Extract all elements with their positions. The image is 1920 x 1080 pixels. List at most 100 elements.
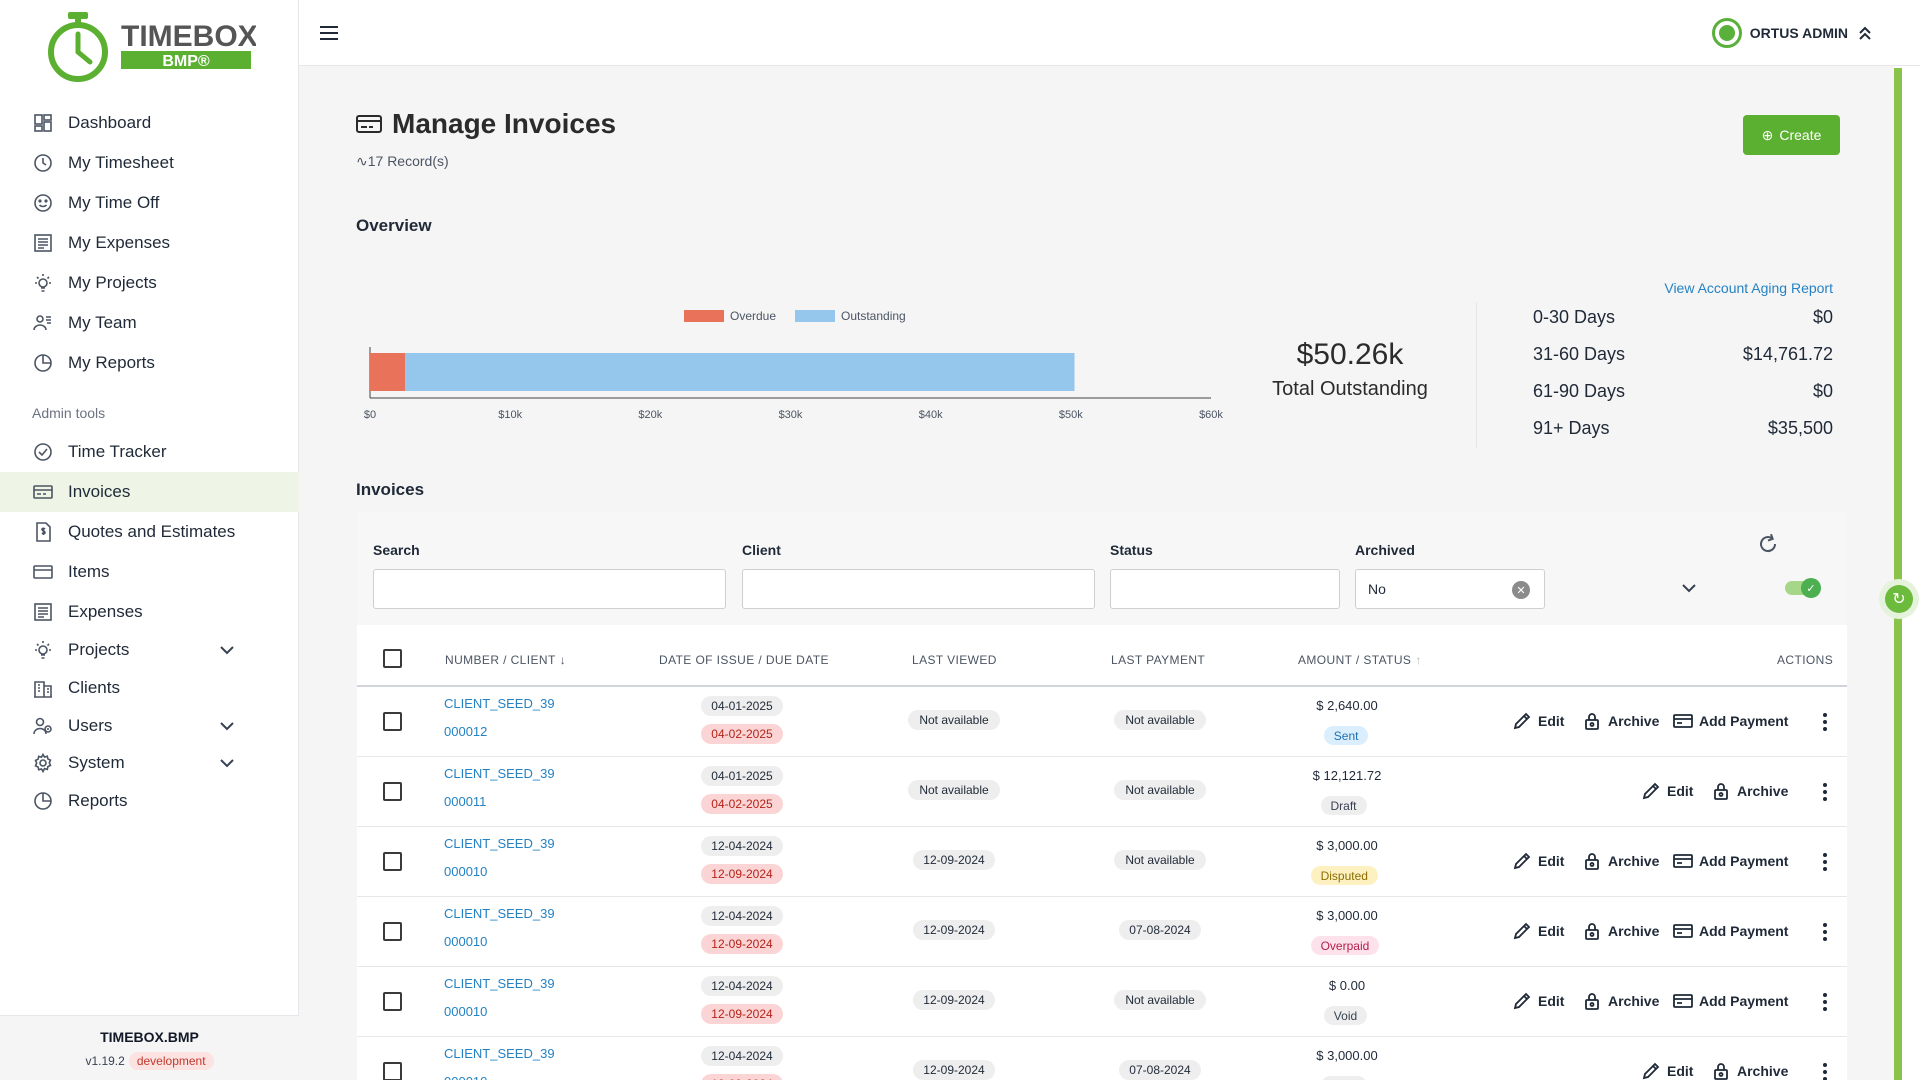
more-vert-icon[interactable] xyxy=(1815,711,1835,733)
overview-heading: Overview xyxy=(356,216,432,235)
select-all-checkbox[interactable] xyxy=(383,649,402,668)
sidebar-item-system[interactable]: System xyxy=(0,743,299,783)
sidebar-item-label: My Projects xyxy=(68,273,157,292)
more-vert-icon[interactable] xyxy=(1815,1061,1835,1080)
sidebar-item-users[interactable]: Users xyxy=(0,706,299,746)
sidebar-item-my-team[interactable]: My Team xyxy=(0,303,299,343)
card-icon xyxy=(32,481,54,503)
row-checkbox[interactable] xyxy=(383,922,402,941)
more-vert-icon[interactable] xyxy=(1815,991,1835,1013)
create-button[interactable]: ⊕ Create xyxy=(1743,115,1840,155)
table-row[interactable]: CLIENT_SEED_39 000010 12-04-2024 12-09-2024… xyxy=(357,827,1847,897)
filter-toggle[interactable]: ✓ xyxy=(1785,578,1821,598)
timebox-logo[interactable]: TIMEBOX BMP® xyxy=(44,10,256,84)
edit-button[interactable]: Edit xyxy=(1512,921,1564,941)
sidebar-item-clients[interactable]: Clients xyxy=(0,668,299,708)
amount: $ 0.00 xyxy=(1328,978,1366,993)
col-number-client[interactable]: NUMBER / CLIENT ↓ xyxy=(445,653,566,667)
invoice-number-link[interactable]: 000012 xyxy=(444,724,488,739)
client-link[interactable]: CLIENT_SEED_39 xyxy=(444,906,555,921)
refresh-fab[interactable]: ↻ xyxy=(1879,579,1919,619)
invoice-number-link[interactable]: 000010 xyxy=(444,1074,487,1080)
table-row[interactable]: CLIENT_SEED_39 000010 12-04-2024 12-09-2024… xyxy=(357,1037,1847,1080)
card-icon xyxy=(1673,854,1693,868)
invoice-number-link[interactable]: 000010 xyxy=(444,864,488,879)
more-vert-icon[interactable] xyxy=(1815,781,1835,803)
add-payment-button[interactable]: Add Payment xyxy=(1673,991,1788,1011)
client-select[interactable] xyxy=(742,569,1095,609)
table-row[interactable]: CLIENT_SEED_39 000010 12-04-2024 12-09-2024… xyxy=(357,967,1847,1037)
edit-button[interactable]: Edit xyxy=(1512,851,1564,871)
sidebar-item-my-timesheet[interactable]: My Timesheet xyxy=(0,143,299,183)
client-link[interactable]: CLIENT_SEED_39 xyxy=(444,1046,555,1061)
amount: $ 3,000.00 xyxy=(1316,838,1378,853)
archive-button[interactable]: Archive xyxy=(1711,781,1788,801)
edit-button[interactable]: Edit xyxy=(1641,1061,1693,1080)
menu-icon[interactable] xyxy=(318,23,340,43)
add-payment-button[interactable]: Add Payment xyxy=(1673,851,1788,871)
last-viewed: Not available xyxy=(908,710,1000,730)
aging-value: $0 xyxy=(1812,381,1833,401)
action-label: Add Payment xyxy=(1699,923,1789,939)
archive-button[interactable]: Archive xyxy=(1711,1061,1788,1080)
sidebar-item-projects[interactable]: Projects xyxy=(0,630,299,670)
more-vert-icon[interactable] xyxy=(1815,851,1835,873)
sidebar-item-expenses[interactable]: Expenses xyxy=(0,592,299,632)
col-amount-status[interactable]: AMOUNT / STATUS ↑ xyxy=(1298,653,1422,667)
table-row[interactable]: CLIENT_SEED_39 000010 12-04-2024 12-09-2024… xyxy=(357,897,1847,967)
aging-report-link[interactable]: View Account Aging Report xyxy=(1664,280,1833,296)
more-vert-icon[interactable] xyxy=(1815,921,1835,943)
archive-button[interactable]: Archive xyxy=(1582,711,1659,731)
chevron-down-icon[interactable] xyxy=(1679,578,1699,598)
table-row[interactable]: CLIENT_SEED_39 000012 04-01-2025 04-02-2025… xyxy=(357,687,1847,757)
edit-button[interactable]: Edit xyxy=(1641,781,1693,801)
sidebar-item-dashboard[interactable]: Dashboard xyxy=(0,103,299,143)
archive-button[interactable]: Archive xyxy=(1582,851,1659,871)
archive-button[interactable]: Archive xyxy=(1582,921,1659,941)
row-checkbox[interactable] xyxy=(383,992,402,1011)
row-checkbox[interactable] xyxy=(383,852,402,871)
sidebar-item-my-expenses[interactable]: My Expenses xyxy=(0,223,299,263)
x-tick-label: $50k xyxy=(1059,409,1083,421)
sidebar-item-label: Quotes and Estimates xyxy=(68,522,236,541)
action-label: Add Payment xyxy=(1699,713,1789,729)
sidebar-item-time-tracker[interactable]: Time Tracker xyxy=(0,432,299,472)
row-checkbox[interactable] xyxy=(383,712,402,731)
sidebar-item-my-projects[interactable]: My Projects xyxy=(0,263,299,303)
refresh-icon[interactable] xyxy=(1756,532,1780,556)
sidebar-item-reports[interactable]: Reports xyxy=(0,781,299,821)
invoice-number-link[interactable]: 000010 xyxy=(444,934,488,949)
record-count: ∿17 Record(s) xyxy=(356,153,449,170)
client-link[interactable]: CLIENT_SEED_39 xyxy=(444,976,555,991)
archive-button[interactable]: Archive xyxy=(1582,991,1659,1011)
table-row[interactable]: CLIENT_SEED_39 000011 04-01-2025 04-02-2025… xyxy=(357,757,1847,827)
client-link[interactable]: CLIENT_SEED_39 xyxy=(444,836,555,851)
row-checkbox[interactable] xyxy=(383,1062,402,1080)
sidebar-item-quotes[interactable]: Quotes and Estimates xyxy=(0,512,299,552)
action-label: Archive xyxy=(1608,853,1660,869)
issue-date: 12-04-2024 xyxy=(701,1046,783,1066)
chevron-down-icon[interactable] xyxy=(218,717,236,735)
last-viewed: 12-09-2024 xyxy=(913,990,995,1010)
chevron-down-icon[interactable] xyxy=(218,754,236,772)
clear-icon[interactable]: ✕ xyxy=(1512,581,1530,599)
invoice-number-link[interactable]: 000010 xyxy=(444,1004,488,1019)
user-menu[interactable]: ORTUS ADMIN xyxy=(1711,18,1874,48)
add-payment-button[interactable]: Add Payment xyxy=(1673,921,1788,941)
chevron-down-icon[interactable] xyxy=(218,641,236,659)
status-select[interactable] xyxy=(1110,569,1340,609)
edit-button[interactable]: Edit xyxy=(1512,711,1564,731)
invoice-number-link[interactable]: 000011 xyxy=(444,794,487,809)
sidebar-item-my-time-off[interactable]: My Time Off xyxy=(0,183,299,223)
sidebar-item-items[interactable]: Items xyxy=(0,552,299,592)
search-input[interactable] xyxy=(373,569,726,609)
edit-button[interactable]: Edit xyxy=(1512,991,1564,1011)
add-payment-button[interactable]: Add Payment xyxy=(1673,711,1788,731)
client-link[interactable]: CLIENT_SEED_39 xyxy=(444,696,555,711)
divider xyxy=(1476,302,1477,448)
client-link[interactable]: CLIENT_SEED_39 xyxy=(444,766,555,781)
archived-select[interactable]: No ✕ xyxy=(1355,569,1545,609)
sidebar-item-invoices[interactable]: Invoices xyxy=(0,472,299,512)
row-checkbox[interactable] xyxy=(383,782,402,801)
sidebar-item-my-reports[interactable]: My Reports xyxy=(0,343,299,383)
